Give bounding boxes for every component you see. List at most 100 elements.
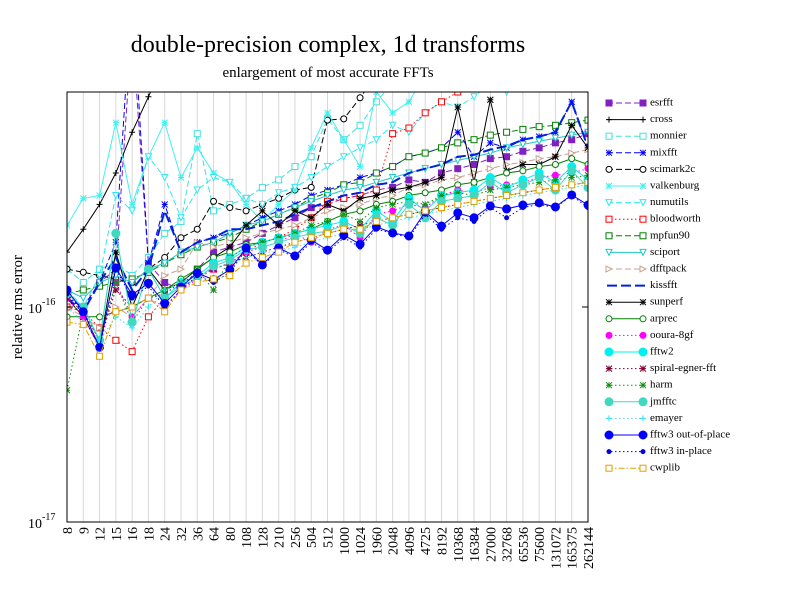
marker (389, 201, 396, 208)
marker (520, 72, 526, 78)
marker (242, 194, 250, 203)
marker (388, 121, 397, 130)
marker (258, 217, 267, 226)
marker (242, 259, 250, 267)
marker (128, 207, 136, 215)
marker (437, 161, 446, 169)
marker (307, 183, 315, 191)
marker (421, 178, 429, 186)
legend: esrfft cross monnier mixfft scimark2c valkenb… (604, 97, 730, 474)
marker (639, 165, 647, 173)
marker (177, 286, 185, 294)
marker (274, 189, 283, 197)
marker (454, 128, 462, 136)
marker (605, 298, 613, 306)
marker (568, 174, 576, 181)
marker (129, 129, 136, 136)
marker (584, 165, 588, 173)
marker (605, 381, 613, 389)
marker (487, 72, 493, 78)
marker (372, 169, 380, 177)
marker (292, 254, 298, 260)
marker (471, 218, 477, 224)
marker (519, 125, 527, 133)
legend-label: ooura-8gf (650, 329, 694, 341)
x-tick-label: 256 (289, 527, 304, 548)
marker (177, 174, 185, 181)
marker (567, 166, 577, 176)
series-line (67, 174, 588, 391)
legend-label: fftw3 out-of-place (650, 429, 730, 441)
marker (604, 347, 614, 357)
y-tick-label: 10 (28, 517, 42, 532)
marker (389, 130, 397, 138)
marker (638, 430, 648, 440)
legend-label: sciport (650, 246, 680, 258)
marker (324, 218, 331, 225)
marker (552, 205, 558, 211)
marker (161, 229, 169, 237)
marker (79, 294, 88, 303)
marker (258, 253, 266, 261)
marker (606, 116, 612, 123)
marker (307, 153, 315, 161)
marker (96, 192, 103, 199)
marker (210, 197, 218, 205)
axes: 8 9 12 15 16 18 24 32 36 64 80 108 128 210 256 504 512 10… (28, 297, 597, 569)
marker (144, 294, 152, 302)
marker (113, 266, 119, 272)
x-tick-label: 24 (159, 527, 174, 541)
marker (535, 144, 543, 152)
marker (96, 324, 104, 332)
marker (97, 344, 103, 350)
marker (275, 234, 283, 242)
marker (405, 98, 413, 106)
marker (356, 221, 364, 229)
marker (551, 134, 560, 143)
series-line (67, 92, 152, 253)
marker (535, 137, 543, 146)
marker (307, 234, 315, 242)
legend-label: mpfun90 (650, 229, 690, 241)
marker (111, 228, 121, 238)
marker (144, 153, 153, 161)
x-tick-label: 165375 (566, 527, 581, 569)
marker (226, 238, 234, 247)
chart-title: double-precision complex, 1d transforms (131, 32, 526, 58)
marker (519, 147, 527, 155)
x-tick-label: 210 (273, 527, 288, 548)
marker (504, 65, 510, 71)
y-tick-label: 10 (28, 302, 42, 317)
marker (79, 320, 87, 328)
marker (161, 279, 169, 287)
x-tick-label: 18 (142, 527, 157, 541)
marker (291, 204, 299, 212)
marker (372, 98, 380, 106)
marker (536, 34, 542, 40)
marker (112, 238, 120, 246)
marker (454, 103, 462, 111)
marker (585, 58, 591, 64)
marker (274, 210, 283, 219)
marker (605, 331, 613, 339)
marker (129, 295, 135, 301)
marker (568, 181, 576, 189)
marker (162, 58, 168, 64)
legend-label: numutils (650, 196, 689, 208)
marker (242, 201, 250, 208)
marker (454, 165, 462, 173)
marker (639, 381, 647, 389)
marker (606, 449, 612, 455)
x-tick-label: 32 (175, 527, 190, 541)
marker (389, 109, 396, 117)
marker (502, 204, 512, 214)
marker (535, 186, 543, 194)
x-tick-label: 65536 (517, 527, 532, 562)
marker (487, 80, 493, 86)
marker (519, 136, 527, 144)
marker (504, 72, 510, 78)
marker (161, 308, 169, 316)
marker (356, 163, 364, 170)
x-tick-label: 8192 (435, 527, 450, 555)
marker (455, 215, 461, 221)
